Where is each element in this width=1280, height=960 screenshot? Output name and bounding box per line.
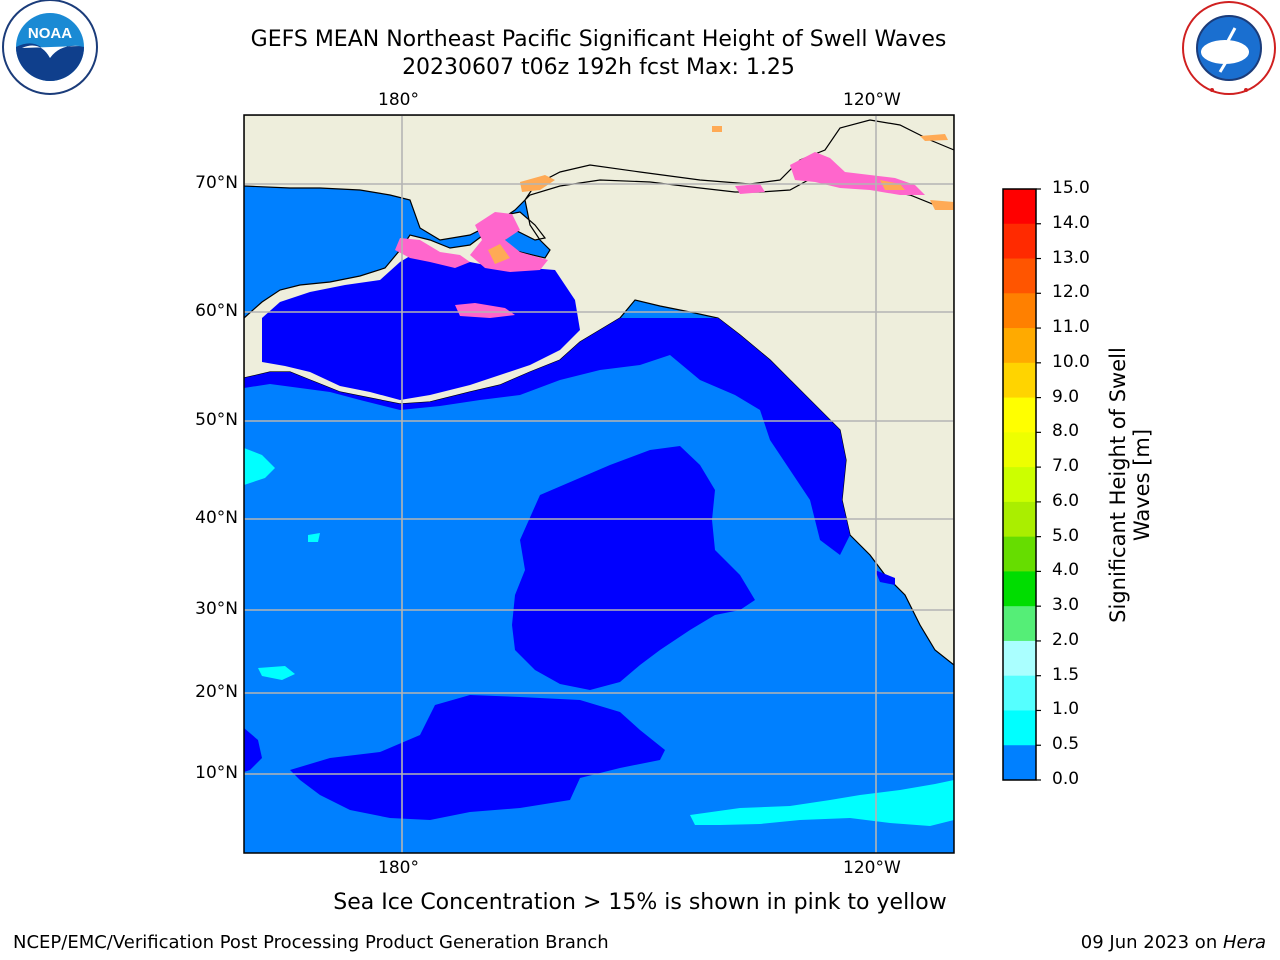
lat-label-60n: 60°N: [195, 301, 238, 321]
chart-subtitle: 20230607 t06z 192h fcst Max: 1.25: [402, 55, 795, 80]
ocean-low-south: [290, 695, 665, 820]
ocean-low-bering: [262, 250, 580, 400]
colorbar-swatch: [1003, 258, 1036, 294]
colorbar-tick-label: 4.0: [1052, 560, 1080, 581]
graticule: [244, 115, 954, 853]
colorbar-tick-label: 1.5: [1052, 664, 1080, 685]
ocean-low-coast: [875, 570, 895, 585]
lon-label-bottom-120w: 120°W: [843, 858, 901, 878]
colorbar-swatch: [1003, 362, 1036, 399]
colorbar-swatch: [1003, 571, 1036, 607]
colorbar-tick-label: 6.0: [1052, 490, 1080, 511]
ocean-low-central: [512, 446, 755, 690]
ocean-low-west: [244, 728, 262, 772]
noaa-logo-text: NOAA: [28, 25, 72, 42]
colorbar-swatch: [1003, 328, 1036, 364]
colorbar-swatch: [1003, 293, 1036, 329]
map-area: [244, 115, 954, 853]
colorbar-tick-label: 13.0: [1052, 247, 1090, 268]
colorbar-tick-label: 9.0: [1052, 386, 1080, 407]
lon-label-bottom-180: 180°: [378, 858, 419, 878]
lat-label-50n: 50°N: [195, 410, 238, 430]
colorbar-label: Significant Height of Swell Waves [m]: [1106, 347, 1154, 623]
colorbar-tick-label: 1.0: [1052, 699, 1080, 720]
colorbar-tick-label: 12.0: [1052, 282, 1090, 303]
colorbar-tick-label: 10.0: [1052, 351, 1090, 372]
colorbar-tick-label: 8.0: [1052, 421, 1080, 442]
colorbar-tick-label: 14.0: [1052, 212, 1090, 233]
colorbar-tick-label: 11.0: [1052, 317, 1090, 338]
nws-logo: [1182, 1, 1276, 95]
colorbar-tick-label: 0.0: [1052, 769, 1080, 789]
colorbar-swatch: [1003, 675, 1036, 711]
colorbar-swatch: [1003, 467, 1036, 503]
footer-host: Hera: [1222, 932, 1266, 953]
footer-credit: NCEP/EMC/Verification Post Processing Pr…: [13, 932, 609, 953]
colorbar-tick-label: 2.0: [1052, 629, 1080, 650]
colorbar-tick-label: 15.0: [1052, 178, 1090, 198]
lat-label-20n: 20°N: [195, 682, 238, 702]
colorbar-swatch: [1003, 397, 1036, 433]
cyan-patch-south-a: [258, 666, 295, 680]
colorbar-swatch: [1003, 223, 1036, 260]
lat-label-70n: 70°N: [195, 173, 238, 193]
cyan-patch-south-b: [690, 780, 954, 826]
colorbar-frame: [1002, 188, 1037, 781]
colorbar-swatch: [1003, 606, 1036, 642]
colorbar: [1003, 188, 1041, 781]
colorbar-tick-label: 3.0: [1052, 595, 1080, 616]
colorbar-swatch: [1003, 640, 1036, 677]
footer-date: 09 Jun 2023 on Hera: [1081, 932, 1266, 953]
map-frame: [243, 114, 955, 854]
lon-label-top-180: 180°: [378, 90, 419, 110]
colorbar-swatch: [1003, 501, 1036, 538]
lat-label-40n: 40°N: [195, 508, 238, 528]
sea-ice-note: Sea Ice Concentration > 15% is shown in …: [333, 890, 947, 915]
noaa-logo: NOAA: [2, 0, 98, 95]
colorbar-swatch: [1003, 536, 1036, 572]
lat-label-10n: 10°N: [195, 763, 238, 783]
colorbar-swatch: [1003, 710, 1036, 746]
footer-date-text: 09 Jun 2023 on: [1080, 932, 1223, 953]
colorbar-swatch: [1003, 745, 1036, 781]
cyan-patch-west: [244, 448, 275, 485]
lat-label-30n: 30°N: [195, 599, 238, 619]
ocean-low-north: [244, 318, 850, 555]
colorbar-tick-label: 7.0: [1052, 456, 1080, 477]
colorbar-tick-label: 0.5: [1052, 734, 1080, 755]
cyan-patch-mid: [308, 533, 320, 542]
lon-label-top-120w: 120°W: [843, 90, 901, 110]
colorbar-tick-label: 5.0: [1052, 525, 1080, 546]
colorbar-swatch: [1003, 432, 1036, 468]
chart-title: GEFS MEAN Northeast Pacific Significant …: [250, 27, 947, 52]
colorbar-swatch: [1003, 189, 1036, 225]
